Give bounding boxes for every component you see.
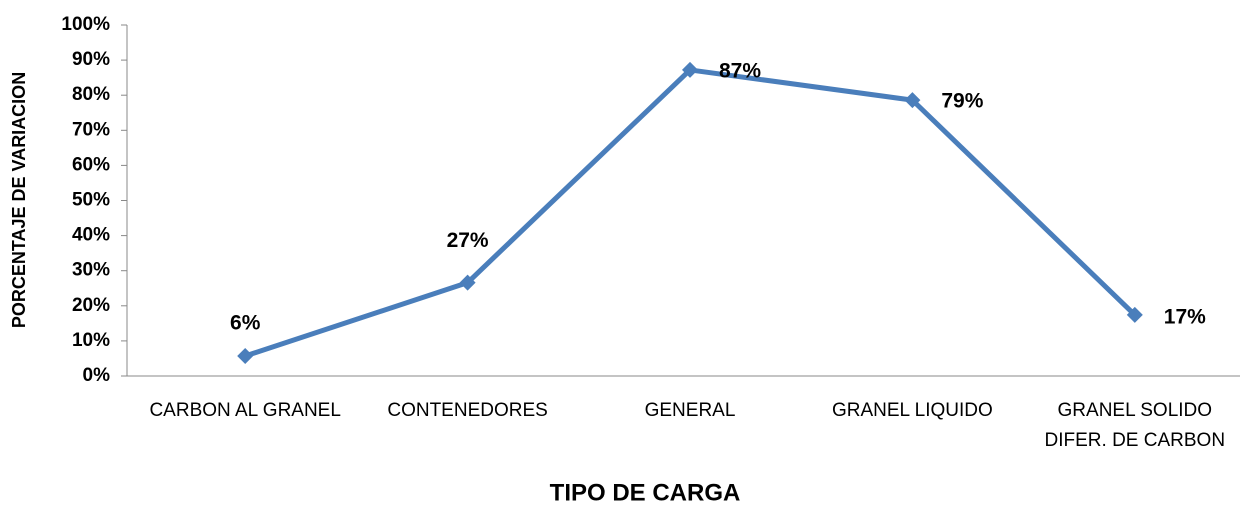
marker [904,92,921,109]
data-label: 17% [1164,305,1206,328]
y-axis-title: PORCENTAJE DE VARIACION [9,72,29,328]
marker [682,61,698,78]
y-tick-label: 60% [72,154,110,175]
y-tick-label: 100% [61,14,110,35]
y-tick-label: 10% [72,330,110,351]
line [244,67,1137,359]
x-tick-label: GRANEL LIQUIDO [831,400,993,421]
data-label: 79% [941,90,983,113]
x-tick-label: CONTENEDORES [387,400,548,421]
data-label: 27% [447,229,489,252]
y-tick-label: 40% [72,225,110,246]
x-axis-title: TIPO DE CARGA [550,479,741,506]
marker [459,274,476,291]
x-tick-label: GENERAL [644,400,736,421]
y-tick-label: 30% [72,260,110,281]
marker [237,347,254,364]
data-label: 6% [230,312,261,335]
y-tick-label: 90% [72,49,110,70]
x-tick-label: GRANEL SOLIDO DIFER. DE CARBON [1044,400,1226,451]
data-label: 87% [719,59,761,82]
y-tick-label: 0% [83,365,111,386]
y-tick-label: 20% [72,295,110,316]
y-tick-label: 70% [72,119,110,140]
x-tick-label: CARBON AL GRANEL [149,400,341,421]
y-tick-label: 50% [72,190,110,211]
marker [1126,306,1143,323]
y-tick-label: 80% [72,84,110,105]
